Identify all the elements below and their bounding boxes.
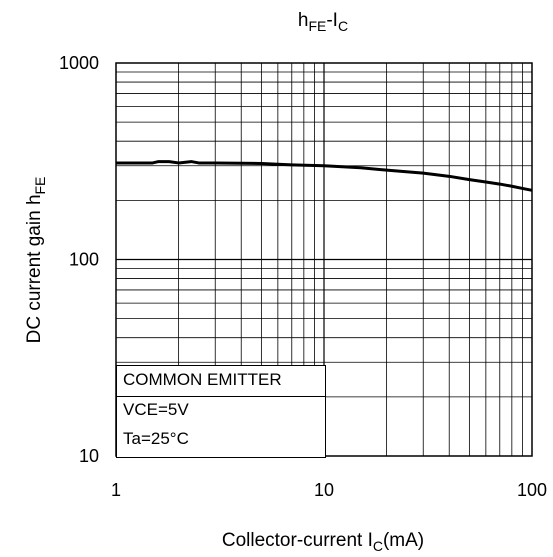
y-tick-label: 10 — [79, 446, 99, 466]
annotation-line-1: COMMON EMITTER — [123, 370, 282, 389]
annotation-divider — [117, 396, 325, 397]
x-tick-label: 1 — [111, 480, 121, 500]
x-tick-label: 100 — [517, 480, 547, 500]
series-line-hfe — [116, 160, 533, 192]
annotation-line-2: VCE=5V — [123, 400, 189, 419]
x-tick-labels: 1 10 100 — [111, 480, 547, 500]
x-axis-label: Collector-current IC(mA) — [222, 530, 424, 554]
y-tick-label: 1000 — [59, 53, 99, 73]
annotation-line-3: Ta=25°C — [123, 429, 189, 448]
y-tick-labels: 10 100 1000 — [59, 53, 99, 466]
y-tick-label: 100 — [69, 250, 99, 270]
x-tick-label: 10 — [314, 480, 334, 500]
conditions-box: COMMON EMITTER VCE=5V Ta=25°C — [116, 365, 326, 458]
chart-title: hFE-IC — [298, 10, 348, 34]
y-axis-label: DC current gain hFE — [24, 177, 48, 344]
